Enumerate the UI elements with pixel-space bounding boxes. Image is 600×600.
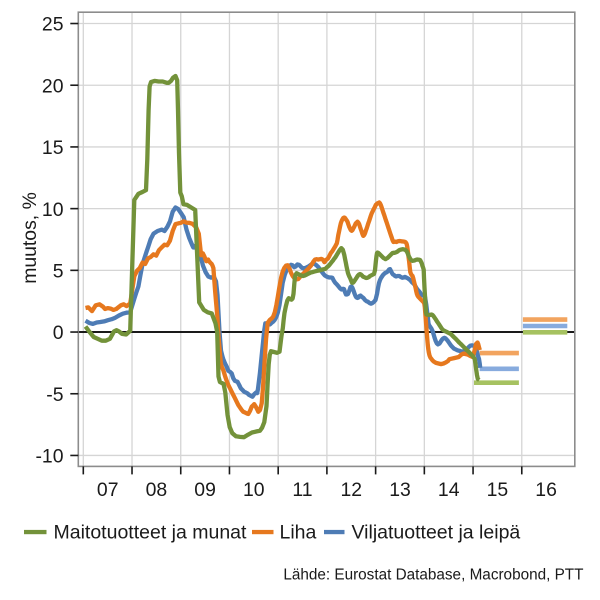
svg-text:08: 08 [146, 479, 168, 501]
svg-text:-10: -10 [35, 446, 63, 468]
svg-text:12: 12 [341, 479, 363, 501]
svg-text:10: 10 [243, 479, 265, 501]
svg-text:Maitotuotteet ja munat: Maitotuotteet ja munat [54, 522, 248, 544]
svg-text:25: 25 [42, 14, 64, 36]
svg-text:20: 20 [42, 75, 64, 97]
svg-text:14: 14 [438, 479, 460, 501]
svg-text:07: 07 [97, 479, 119, 501]
svg-text:-5: -5 [46, 384, 63, 406]
svg-text:muutos, %: muutos, % [19, 192, 41, 284]
svg-text:Lähde: Eurostat Database, Macr: Lähde: Eurostat Database, Macrobond, PTT [283, 567, 583, 584]
svg-text:11: 11 [292, 479, 312, 501]
svg-text:0: 0 [53, 322, 64, 344]
svg-text:5: 5 [53, 261, 64, 283]
svg-text:Liha: Liha [280, 522, 317, 544]
svg-text:09: 09 [194, 479, 216, 501]
svg-text:Viljatuotteet ja leipä: Viljatuotteet ja leipä [352, 522, 521, 544]
svg-text:13: 13 [389, 479, 411, 501]
svg-text:10: 10 [42, 199, 64, 221]
svg-text:16: 16 [535, 479, 557, 501]
svg-text:15: 15 [487, 479, 509, 501]
svg-text:15: 15 [42, 137, 64, 159]
